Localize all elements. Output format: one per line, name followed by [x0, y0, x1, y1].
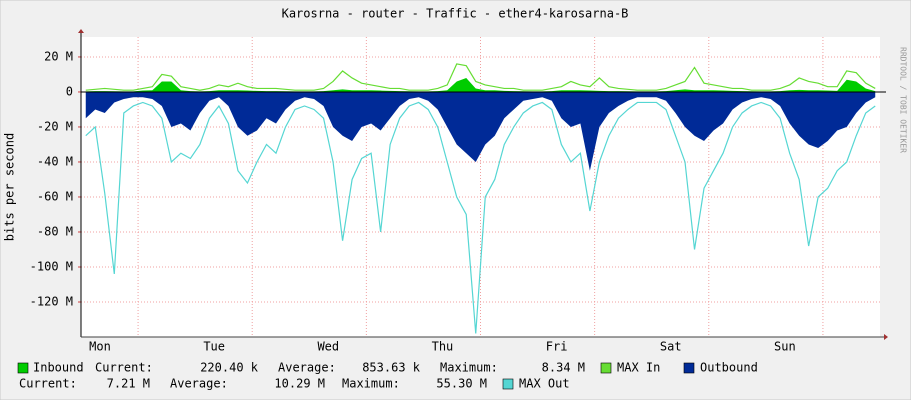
- legend-text: 7.21 M: [107, 377, 150, 391]
- y-tick-label: -100 M: [30, 259, 73, 273]
- legend-text: 10.29 M: [274, 377, 325, 391]
- legend-swatch: [502, 378, 514, 390]
- legend-swatch: [600, 362, 612, 374]
- y-tick-label: -120 M: [30, 294, 73, 308]
- traffic-area: [85, 91, 876, 171]
- x-tick-label: Wed: [317, 340, 339, 354]
- legend-swatch: [683, 362, 695, 374]
- y-tick-label: -40 M: [37, 154, 73, 168]
- legend-text: Maximum:: [342, 377, 400, 391]
- legend-text: 8.34 M: [542, 361, 585, 375]
- axes: 20 M 0 -20 M -40 M -60 M -80 M -100 M -120 M Mon…: [30, 29, 888, 354]
- y-axis-label: bits per second: [3, 133, 17, 241]
- legend-text: Inbound: [33, 361, 84, 375]
- y-tick-label: -60 M: [37, 189, 73, 203]
- x-tick-label: Fri: [546, 340, 568, 354]
- axis-arrow: [884, 334, 888, 340]
- legend-text: Maximum:: [440, 361, 498, 375]
- legend-text: 220.40 k: [200, 361, 259, 375]
- max-line: [85, 101, 876, 334]
- legend-swatch: [17, 362, 29, 374]
- watermark: RRDTOOL / TOBI OETIKER: [899, 47, 908, 153]
- x-tick-label: Thu: [432, 340, 454, 354]
- x-tick-label: Sat: [660, 340, 682, 354]
- legend-text: Current:: [95, 361, 153, 375]
- chart-title: Karosrna - router - Traffic - ether4-kar…: [282, 7, 629, 21]
- plot: [85, 63, 876, 334]
- legend-text: Average:: [170, 377, 228, 391]
- y-tick-label: -80 M: [37, 224, 73, 238]
- axis-arrow: [78, 29, 84, 33]
- x-tick-label: Tue: [203, 340, 225, 354]
- legend-text: Average:: [278, 361, 336, 375]
- legend-text: MAX In: [617, 361, 660, 375]
- legend-text: 853.63 k: [362, 361, 421, 375]
- legend-text: MAX Out: [519, 377, 570, 391]
- x-tick-label: Sun: [774, 340, 796, 354]
- legend: Inbound Current: 220.40 k Average: 853.63 k M…: [17, 361, 758, 391]
- legend-text: Current:: [19, 377, 77, 391]
- y-tick-label: 20 M: [44, 49, 73, 63]
- legend-text: Outbound: [700, 361, 758, 375]
- legend-text: 55.30 M: [436, 377, 487, 391]
- traffic-area: [85, 77, 876, 92]
- y-tick-label: -20 M: [37, 119, 73, 133]
- y-tick-label: 0: [66, 84, 73, 98]
- max-line: [85, 63, 876, 91]
- x-tick-label: Mon: [89, 340, 111, 354]
